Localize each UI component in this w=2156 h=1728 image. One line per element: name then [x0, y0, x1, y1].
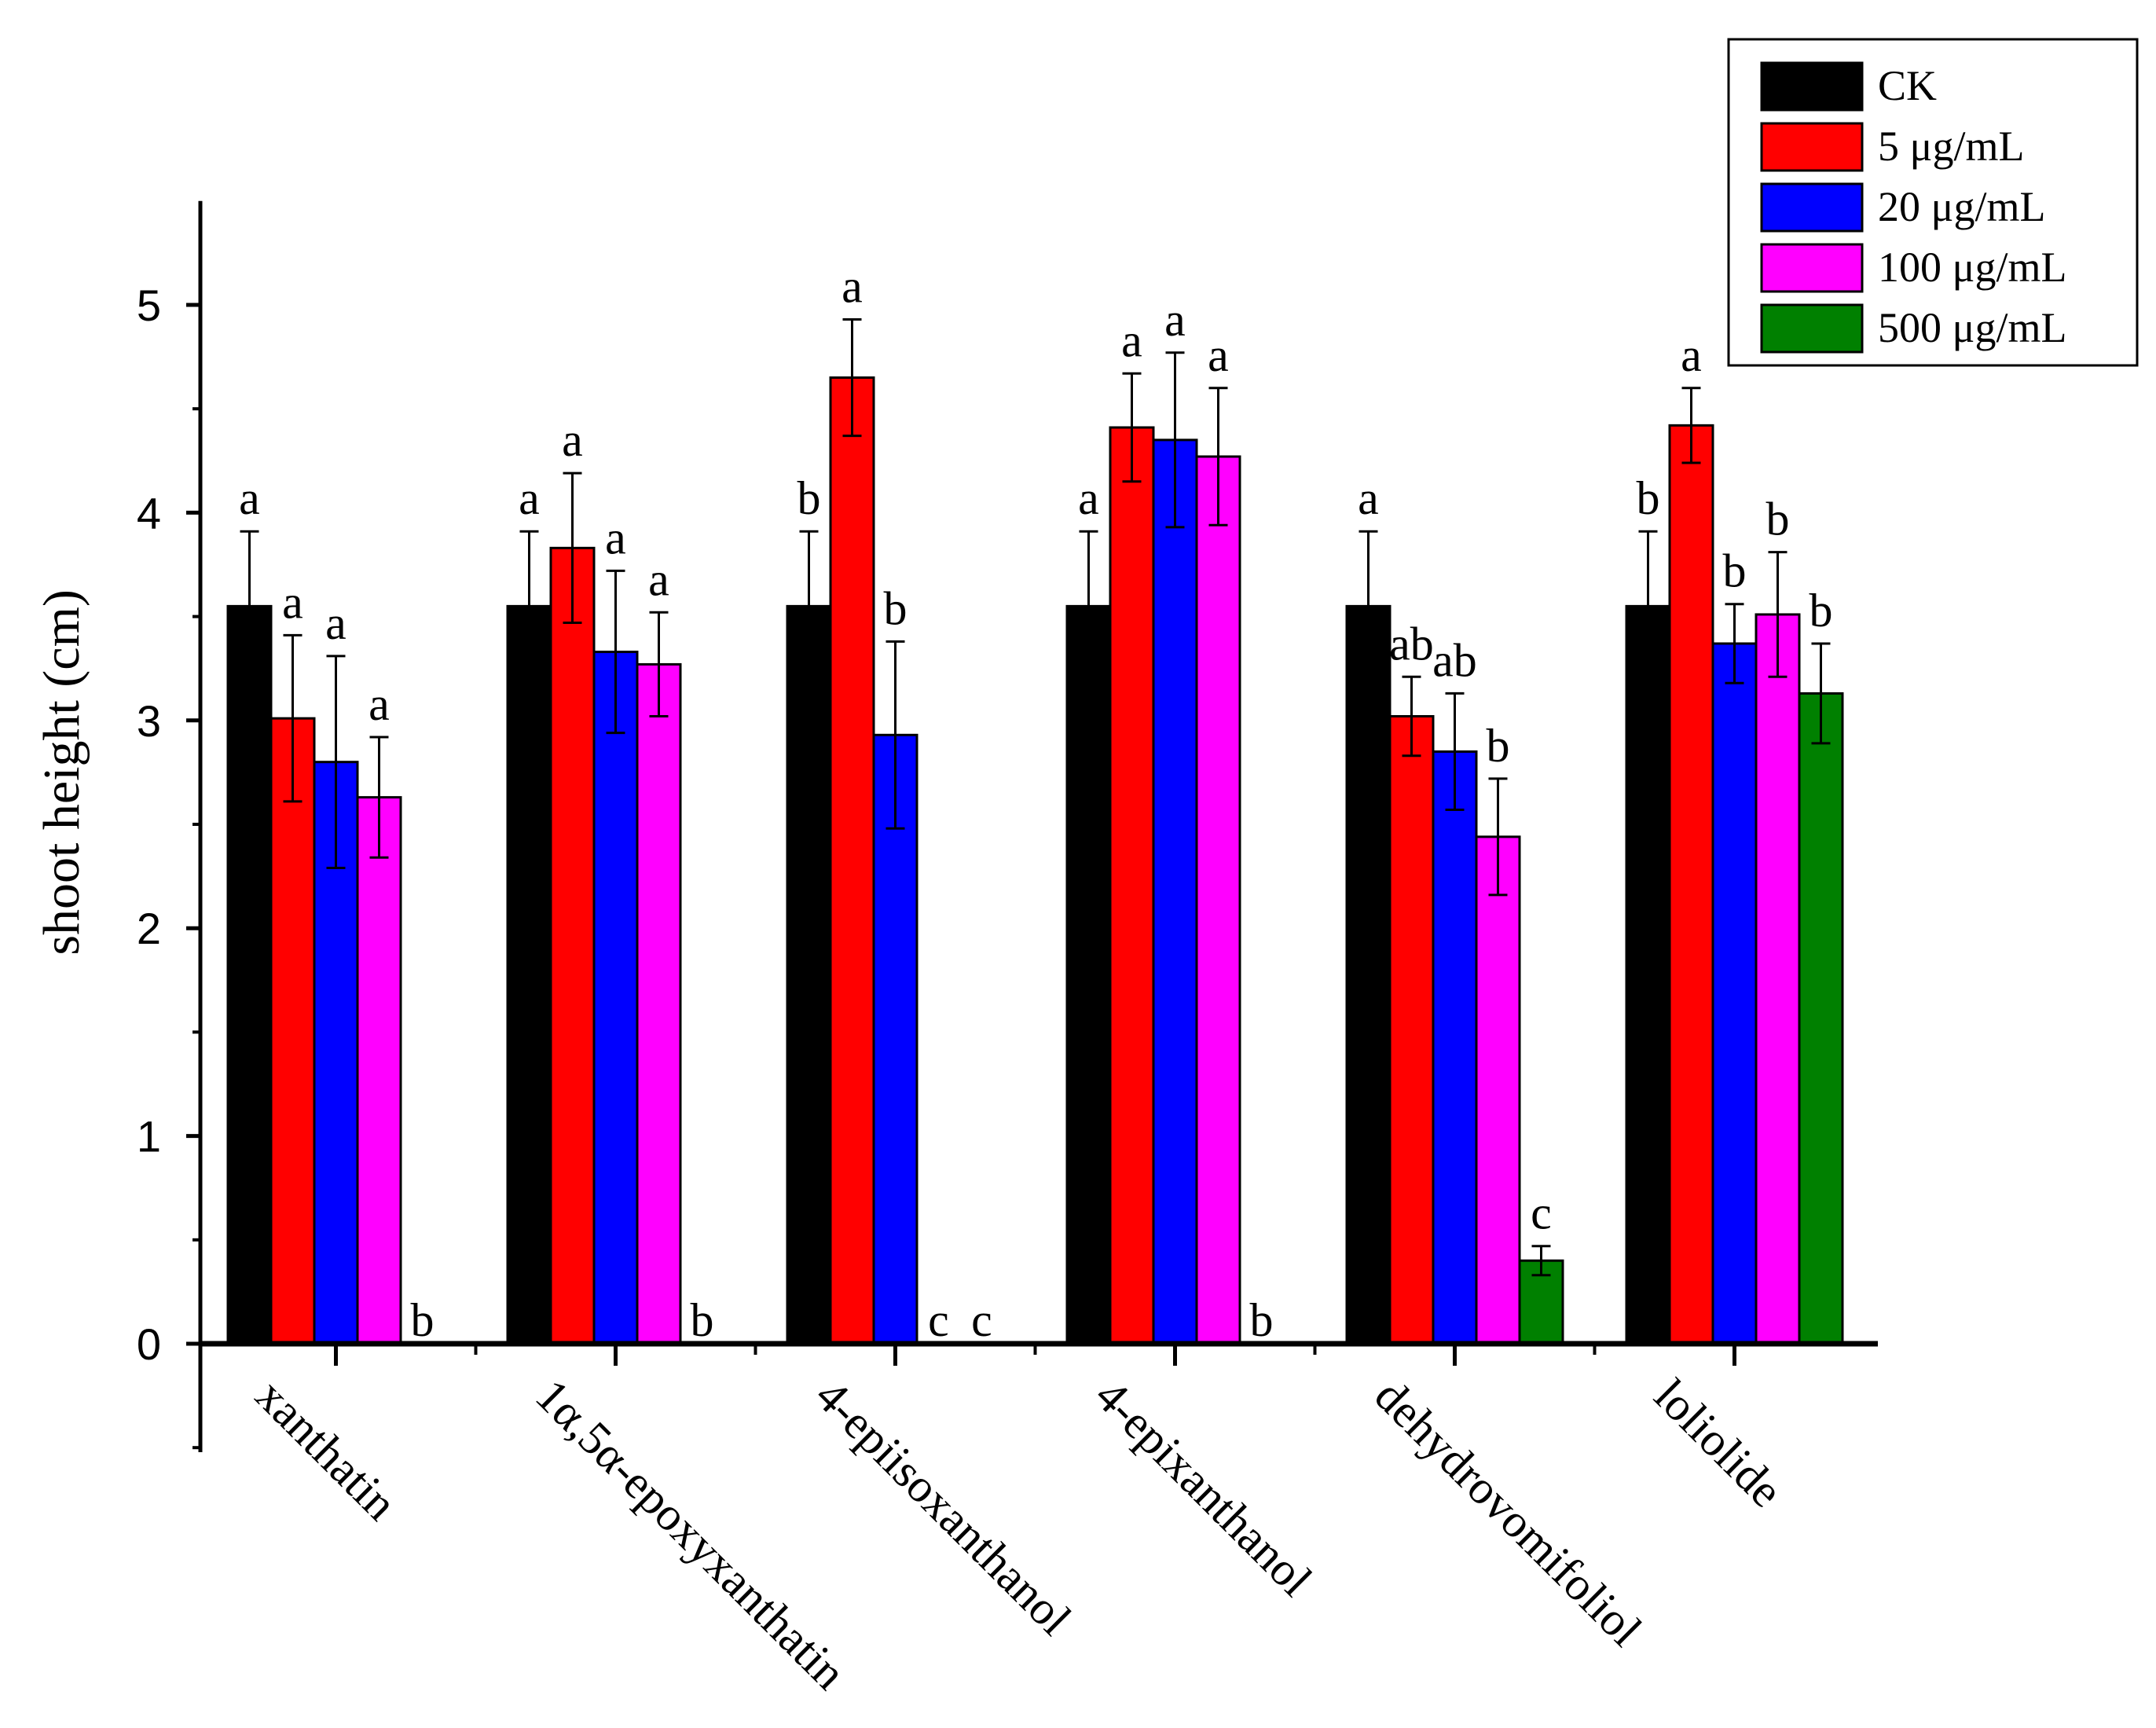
- bar: [872, 733, 918, 1345]
- bar: [506, 604, 552, 1345]
- y-tick-label: 3: [137, 696, 161, 746]
- bar: [1388, 715, 1435, 1345]
- bar: [1754, 613, 1801, 1345]
- significance-letter: ab: [1389, 618, 1434, 670]
- significance-letter: a: [325, 597, 346, 649]
- significance-letter: c: [1531, 1187, 1552, 1239]
- significance-letter: a: [842, 261, 863, 313]
- significance-letter: a: [368, 678, 390, 730]
- significance-letter: a: [1164, 294, 1186, 346]
- significance-letter: b: [1487, 720, 1510, 772]
- significance-letter: b: [884, 582, 908, 634]
- x-tick-label: xanthatin: [246, 1370, 407, 1531]
- significance-letter: a: [239, 472, 260, 524]
- significance-letter: b: [411, 1294, 434, 1346]
- x-ticks-layer: xanthatin 1α,5α-epoxyxanthatin4-epiisoxan…: [246, 1344, 1792, 1699]
- bar: [1625, 604, 1671, 1345]
- significance-letter: b: [1810, 585, 1833, 637]
- legend-label: 5 μg/mL: [1878, 123, 2024, 170]
- legend-swatch: [1760, 182, 1864, 233]
- significance-letter: b: [798, 472, 821, 524]
- significance-letter: ab: [1432, 634, 1477, 686]
- significance-letter: a: [1121, 314, 1142, 366]
- bar: [636, 662, 682, 1345]
- bar: [1668, 424, 1714, 1345]
- legend: CK 5 μg/mL 20 μg/mL 100 μg/mL 500 μg/mL: [1727, 38, 2139, 367]
- y-tick-label: 1: [137, 1112, 161, 1161]
- legend-swatch: [1760, 243, 1864, 293]
- bar: [1711, 642, 1758, 1345]
- y-ticks-layer: 0 1 2 3 4 5: [137, 281, 200, 1450]
- bar: [1152, 438, 1198, 1345]
- legend-label: 500 μg/mL: [1878, 304, 2066, 351]
- significance-letter: a: [1358, 472, 1379, 524]
- x-tick-label: 4-epixanthanol: [1085, 1370, 1322, 1606]
- significance-letter: a: [562, 414, 583, 466]
- y-tick-label: 5: [137, 281, 161, 330]
- bar: [1798, 692, 1844, 1345]
- bar: [1195, 455, 1241, 1345]
- significance-letter: a: [1078, 472, 1099, 524]
- x-tick-label: dehydrovomifoliol: [1365, 1370, 1652, 1656]
- bar: [1109, 426, 1155, 1345]
- significance-letter: a: [519, 472, 540, 524]
- x-tick-label: 4-epiisoxanthanol: [805, 1370, 1081, 1645]
- significance-letter: b: [1766, 493, 1790, 545]
- significance-letter: b: [1723, 545, 1747, 597]
- error-bars-layer: [240, 318, 1831, 1277]
- bar: [1432, 750, 1478, 1345]
- significance-letter: a: [1681, 329, 1702, 381]
- significance-letter: a: [605, 512, 626, 563]
- y-axis-label: shoot height (cm): [33, 589, 90, 956]
- bar: [1345, 604, 1392, 1345]
- legend-swatch: [1760, 303, 1864, 354]
- bar: [226, 604, 273, 1345]
- significance-letter: b: [1637, 472, 1660, 524]
- x-tick-label: loliolide: [1644, 1370, 1792, 1517]
- bar: [270, 717, 316, 1345]
- bars-layer: [226, 376, 1844, 1345]
- x-tick-label: 1α,5α-epoxyxanthatin: [526, 1370, 856, 1700]
- significance-letter: a: [1208, 329, 1229, 381]
- legend-swatch: [1760, 61, 1864, 112]
- y-tick-label: 2: [137, 904, 161, 953]
- significance-letter: c: [971, 1294, 992, 1346]
- significance-letter: c: [928, 1294, 949, 1346]
- significance-letter: a: [648, 553, 669, 605]
- bar: [829, 376, 875, 1345]
- significance-letter: b: [1250, 1294, 1274, 1346]
- bar: [1475, 835, 1521, 1345]
- significance-letter: b: [691, 1294, 714, 1346]
- bar: [1065, 604, 1112, 1345]
- y-tick-label: 4: [137, 488, 161, 537]
- bar: [592, 651, 639, 1345]
- bar: [549, 546, 596, 1345]
- significance-letter: a: [282, 576, 303, 628]
- y-tick-label: 0: [137, 1319, 161, 1369]
- bar: [356, 796, 402, 1345]
- legend-label: CK: [1878, 62, 1937, 109]
- legend-swatch: [1760, 122, 1864, 172]
- bar: [786, 604, 832, 1345]
- legend-label: 20 μg/mL: [1878, 183, 2045, 230]
- legend-label: 100 μg/mL: [1878, 244, 2066, 291]
